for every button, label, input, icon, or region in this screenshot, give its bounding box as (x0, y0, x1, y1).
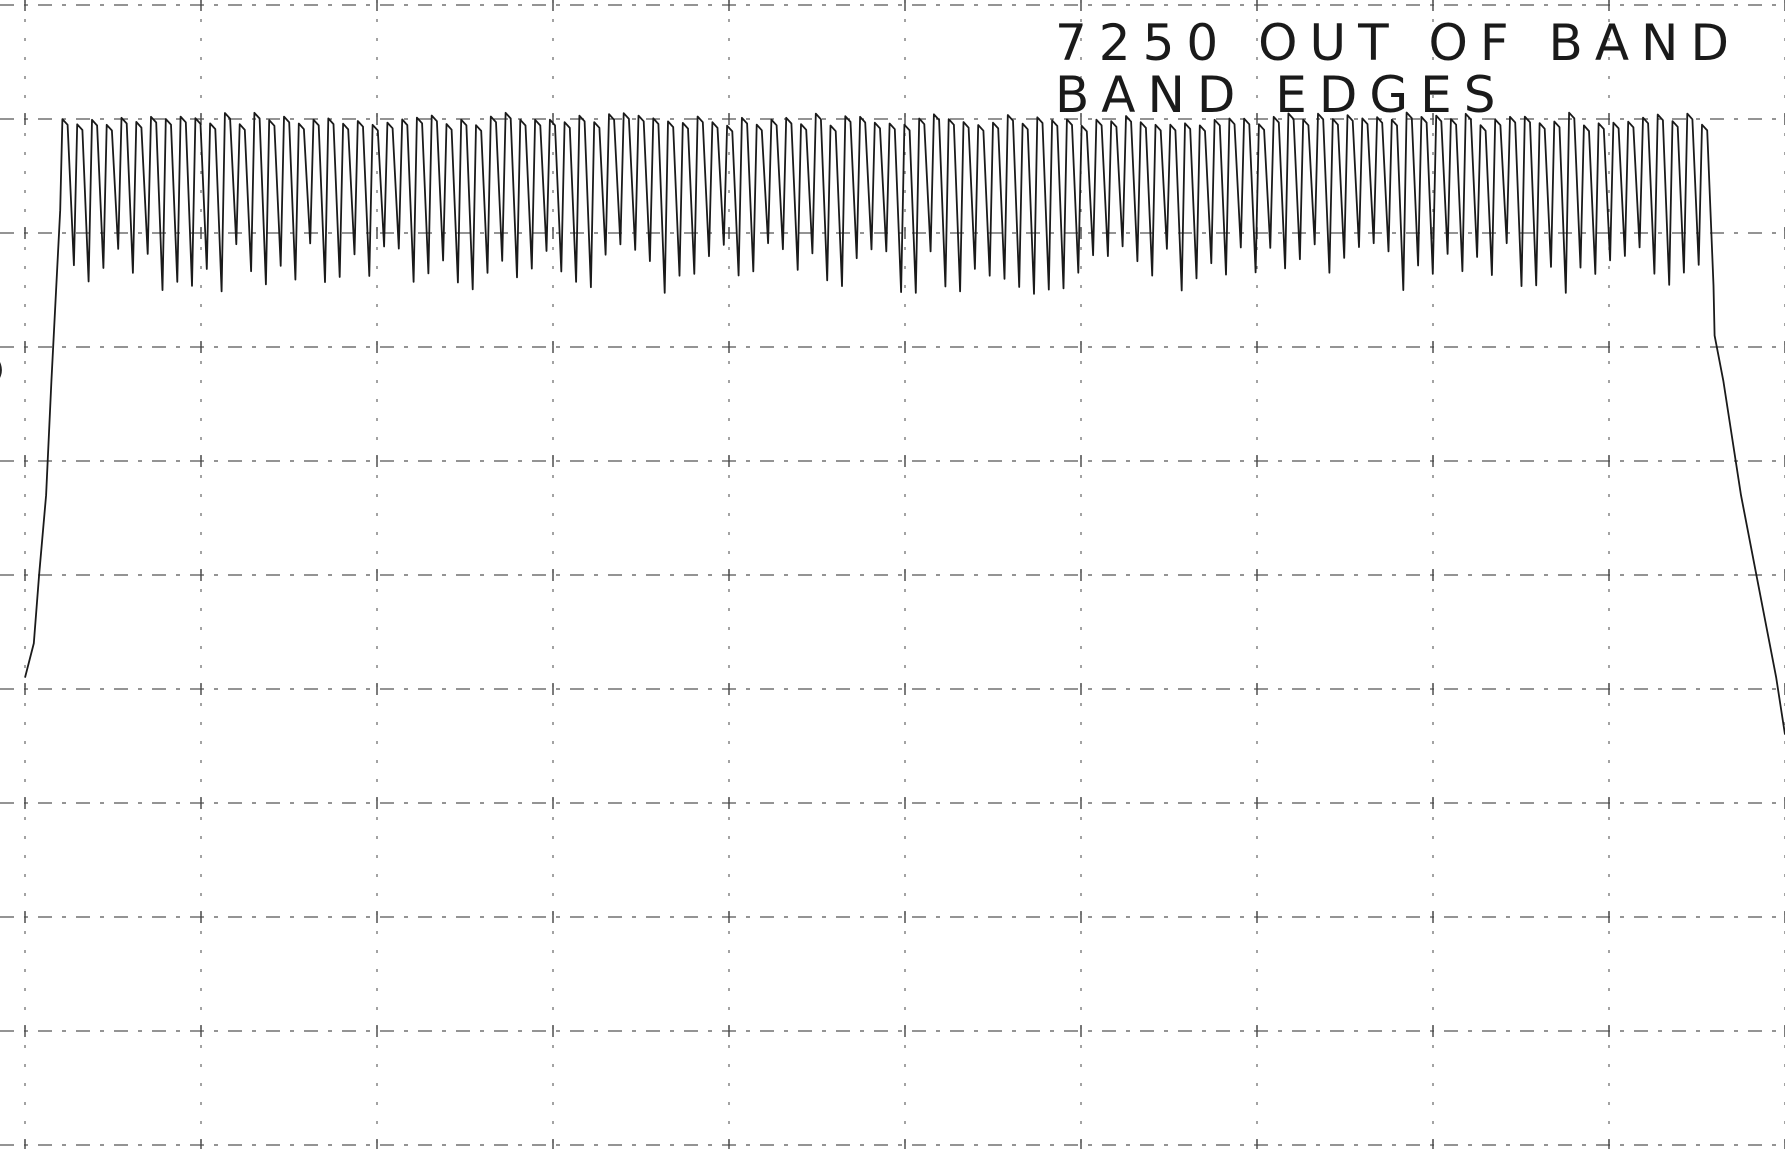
band-trace-line (24, 111, 1785, 735)
chart-title-line-1: 7250 OUT OF BAND (1055, 14, 1741, 72)
trace-group (24, 111, 1785, 735)
edge-mark: ) (0, 355, 4, 385)
chart-title-line-2: BAND EDGES (1055, 66, 1507, 124)
